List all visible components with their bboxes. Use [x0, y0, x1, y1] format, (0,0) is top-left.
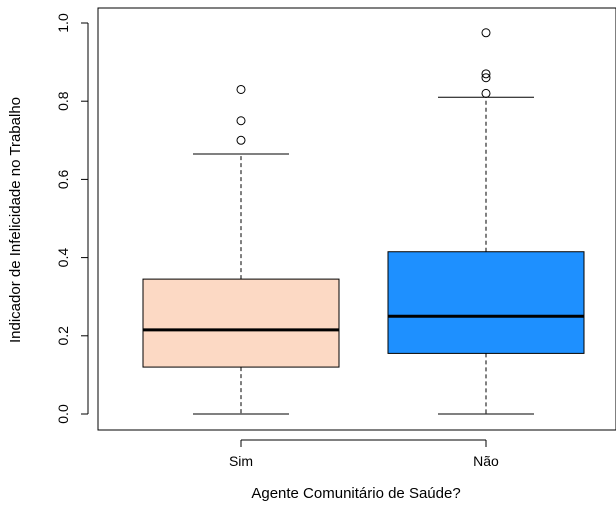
y-tick-label: 1.0 — [55, 13, 71, 33]
x-axis-label: Agente Comunitário de Saúde? — [251, 485, 460, 502]
box-nao — [387, 28, 585, 415]
iqr-box — [142, 278, 340, 368]
outlier-point — [481, 88, 491, 98]
outlier-point — [236, 84, 246, 94]
x-tick-label: Não — [473, 453, 499, 469]
y-tick-label: 0.6 — [55, 169, 71, 189]
box-sim — [142, 84, 340, 415]
y-tick-label: 0.0 — [55, 404, 71, 424]
x-axis: Sim Não — [229, 439, 499, 469]
y-axis-label: Indicador de Infelicidade no Trabalho — [7, 97, 24, 343]
y-tick-label: 0.8 — [55, 91, 71, 111]
outlier-point — [236, 135, 246, 145]
y-tick-label: 0.4 — [55, 248, 71, 268]
outlier-point — [481, 28, 491, 38]
iqr-box — [387, 251, 585, 354]
y-tick-label: 0.2 — [55, 326, 71, 346]
outlier-point — [481, 69, 491, 79]
y-axis: 0.0 0.2 0.4 0.6 0.8 1.0 — [55, 13, 89, 424]
outlier-point — [236, 116, 246, 126]
outlier-point — [481, 73, 491, 83]
x-tick-label: Sim — [229, 453, 253, 469]
plot-frame — [97, 7, 616, 431]
boxes — [142, 28, 585, 415]
